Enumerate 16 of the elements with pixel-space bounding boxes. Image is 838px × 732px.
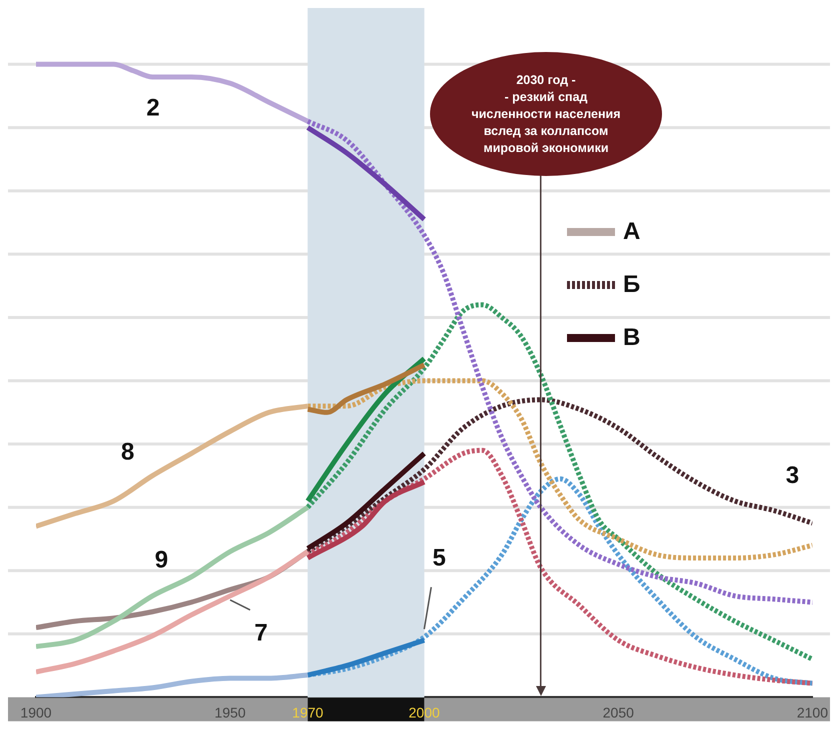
x-tick-label: 2050 (602, 704, 634, 720)
series-label: 5 (432, 544, 446, 572)
x-tick-label: 2100 (796, 704, 828, 720)
annotation: А (623, 218, 640, 246)
series-label: 2 (146, 94, 160, 122)
series-label: 9 (154, 546, 168, 574)
annotation: В (623, 324, 640, 352)
series-label: 7 (254, 620, 268, 647)
oval-callout: 2030 год - - резкий спад численности населения вслед за коллапсом мировой экономики (430, 52, 662, 176)
x-tick-label: 1900 (20, 704, 52, 720)
x-tick-label: 1950 (214, 704, 246, 720)
x-tick-label: 2000 (408, 704, 440, 720)
series-label: 3 (786, 462, 800, 489)
series-label: 8 (120, 438, 134, 466)
x-tick-label: 1970 (292, 704, 324, 720)
annotation: Б (623, 271, 640, 299)
